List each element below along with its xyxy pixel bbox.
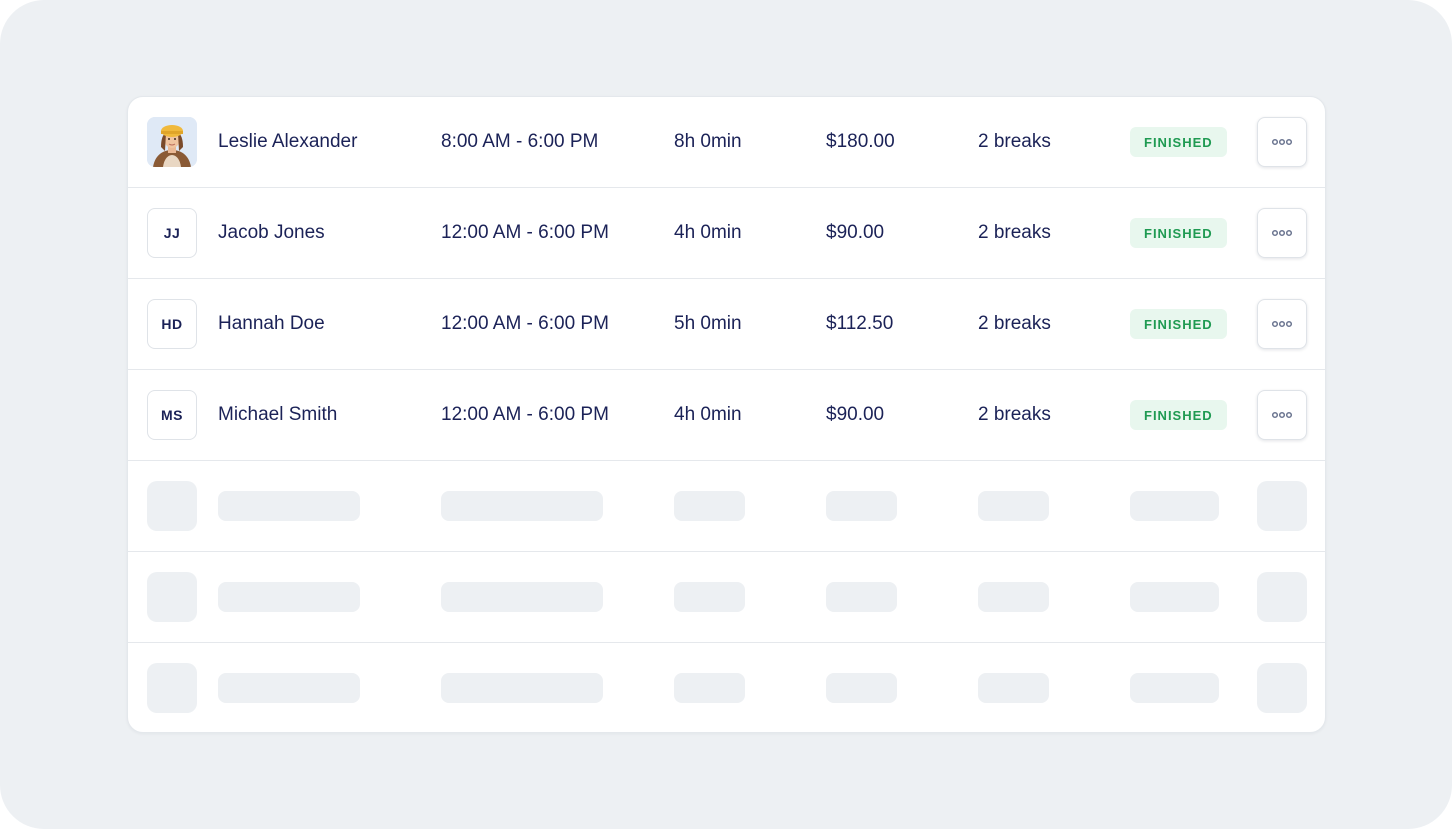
shift-pay: $112.50 [826, 313, 894, 334]
skeleton-row [128, 461, 1325, 552]
user-photo-icon [147, 117, 197, 167]
skeleton-duration [674, 491, 745, 521]
employee-name: Hannah Doe [218, 313, 325, 334]
skeleton-time [441, 673, 603, 703]
status-badge: FINISHED [1130, 218, 1227, 248]
skeleton-duration [674, 582, 745, 612]
more-horizontal-icon [1271, 138, 1293, 146]
skeleton-time [441, 491, 603, 521]
skeleton-name [218, 491, 360, 521]
more-actions-button[interactable] [1257, 390, 1307, 440]
status-badge: FINISHED [1130, 400, 1227, 430]
avatar: JJ [147, 208, 197, 258]
table-row[interactable]: Leslie Alexander 8:00 AM - 6:00 PM 8h 0m… [128, 97, 1325, 188]
skeleton-avatar [147, 572, 197, 622]
skeleton-row [128, 643, 1325, 732]
shifts-table: Leslie Alexander 8:00 AM - 6:00 PM 8h 0m… [127, 96, 1326, 733]
shift-duration: 5h 0min [674, 313, 742, 334]
employee-name: Leslie Alexander [218, 131, 358, 152]
table-row[interactable]: MS Michael Smith 12:00 AM - 6:00 PM 4h 0… [128, 370, 1325, 461]
shift-duration: 4h 0min [674, 222, 742, 243]
skeleton-pay [826, 673, 897, 703]
skeleton-avatar [147, 663, 197, 713]
skeleton-duration [674, 673, 745, 703]
skeleton-status [1130, 491, 1219, 521]
skeleton-time [441, 582, 603, 612]
shift-time: 12:00 AM - 6:00 PM [441, 222, 609, 243]
table-row[interactable]: HD Hannah Doe 12:00 AM - 6:00 PM 5h 0min… [128, 279, 1325, 370]
shift-time: 8:00 AM - 6:00 PM [441, 131, 599, 152]
skeleton-avatar [147, 481, 197, 531]
skeleton-pay [826, 491, 897, 521]
shift-breaks: 2 breaks [978, 222, 1051, 243]
skeleton-breaks [978, 582, 1049, 612]
table-row[interactable]: JJ Jacob Jones 12:00 AM - 6:00 PM 4h 0mi… [128, 188, 1325, 279]
skeleton-pay [826, 582, 897, 612]
shift-pay: $90.00 [826, 404, 885, 425]
skeleton-status [1130, 673, 1219, 703]
skeleton-action [1257, 481, 1307, 531]
shift-breaks: 2 breaks [978, 131, 1051, 152]
shift-duration: 4h 0min [674, 404, 742, 425]
shift-breaks: 2 breaks [978, 313, 1051, 334]
avatar [147, 117, 197, 167]
skeleton-status [1130, 582, 1219, 612]
more-horizontal-icon [1271, 411, 1293, 419]
shift-pay: $90.00 [826, 222, 885, 243]
avatar: MS [147, 390, 197, 440]
skeleton-breaks [978, 491, 1049, 521]
status-badge: FINISHED [1130, 127, 1227, 157]
skeleton-action [1257, 663, 1307, 713]
shift-time: 12:00 AM - 6:00 PM [441, 313, 609, 334]
employee-name: Jacob Jones [218, 222, 325, 243]
skeleton-row [128, 552, 1325, 643]
more-actions-button[interactable] [1257, 299, 1307, 349]
skeleton-breaks [978, 673, 1049, 703]
more-horizontal-icon [1271, 229, 1293, 237]
more-actions-button[interactable] [1257, 117, 1307, 167]
employee-name: Michael Smith [218, 404, 338, 425]
status-badge: FINISHED [1130, 309, 1227, 339]
avatar: HD [147, 299, 197, 349]
more-horizontal-icon [1271, 320, 1293, 328]
skeleton-action [1257, 572, 1307, 622]
shift-duration: 8h 0min [674, 131, 742, 152]
skeleton-name [218, 582, 360, 612]
shift-pay: $180.00 [826, 131, 895, 152]
shift-time: 12:00 AM - 6:00 PM [441, 404, 609, 425]
more-actions-button[interactable] [1257, 208, 1307, 258]
skeleton-name [218, 673, 360, 703]
shift-breaks: 2 breaks [978, 404, 1051, 425]
